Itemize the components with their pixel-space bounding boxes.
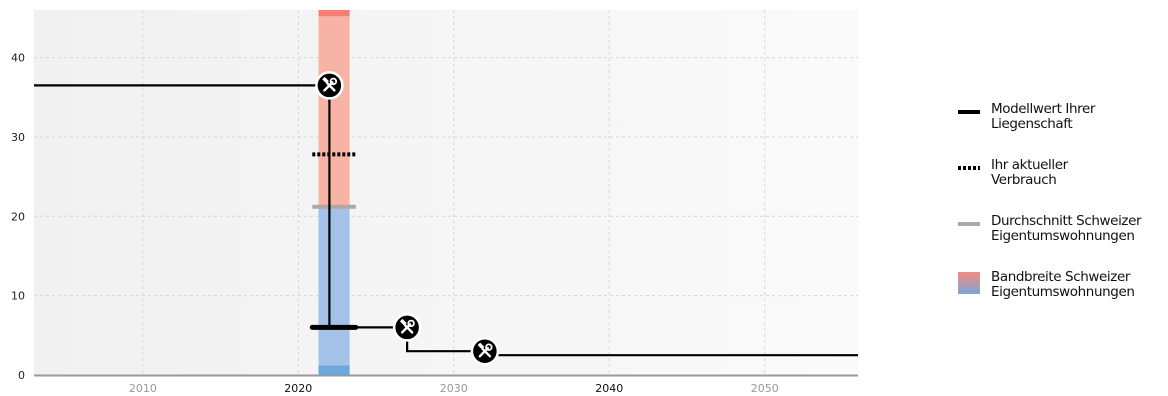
legend-item-average[interactable]: Durchschnitt Schweizer Eigentumswohnungen bbox=[958, 212, 1163, 268]
band-segment bbox=[318, 206, 350, 366]
legend-swatch-dotted-line bbox=[958, 166, 980, 170]
wrench-head bbox=[485, 343, 493, 351]
x-tick-label: 2030 bbox=[440, 382, 468, 395]
band-segment bbox=[318, 16, 350, 207]
y-tick-label: 20 bbox=[11, 210, 25, 223]
x-tick-label: 2040 bbox=[595, 382, 623, 395]
hammer-handle bbox=[403, 324, 414, 334]
legend-label-model: Modellwert Ihrer Liegenschaft bbox=[991, 101, 1096, 132]
hammer-handle bbox=[481, 347, 492, 358]
band-segment bbox=[318, 10, 350, 17]
legend-item-band[interactable]: Bandbreite Schweizer Eigentumswohnungen bbox=[958, 268, 1163, 324]
hammer-head bbox=[477, 342, 485, 350]
tools-icon bbox=[392, 313, 422, 342]
y-tick-label: 30 bbox=[11, 131, 25, 144]
hammer-head bbox=[322, 76, 329, 84]
hammer-head bbox=[399, 318, 407, 326]
legend-swatch-average-line bbox=[958, 222, 980, 226]
wrench-head bbox=[407, 319, 415, 328]
x-tick-label: 2010 bbox=[129, 382, 157, 395]
y-tick-label: 0 bbox=[18, 369, 25, 382]
legend-item-current[interactable]: Ihr aktueller Verbrauch bbox=[958, 156, 1163, 212]
x-tick-label: 2050 bbox=[751, 382, 779, 395]
wrench-head bbox=[329, 77, 338, 86]
tools-icon bbox=[470, 336, 500, 366]
tools-icon bbox=[315, 71, 344, 100]
legend-swatch-solid-line bbox=[958, 110, 980, 114]
legend-label-current: Ihr aktueller Verbrauch bbox=[991, 157, 1068, 188]
y-tick-label: 10 bbox=[11, 290, 25, 303]
legend-swatch-band bbox=[958, 272, 980, 294]
x-tick-label: 2020 bbox=[284, 382, 312, 395]
y-tick-label: 40 bbox=[11, 52, 25, 65]
hammer-handle bbox=[326, 82, 336, 92]
legend: Modellwert Ihrer Liegenschaft Ihr aktuell… bbox=[958, 100, 1163, 324]
band-segment bbox=[318, 365, 350, 375]
legend-label-average: Durchschnitt Schweizer Eigentumswohnungen bbox=[991, 213, 1142, 244]
legend-item-model[interactable]: Modellwert Ihrer Liegenschaft bbox=[958, 100, 1163, 156]
plot-background bbox=[34, 10, 858, 375]
legend-label-band: Bandbreite Schweizer Eigentumswohnungen bbox=[991, 269, 1135, 300]
